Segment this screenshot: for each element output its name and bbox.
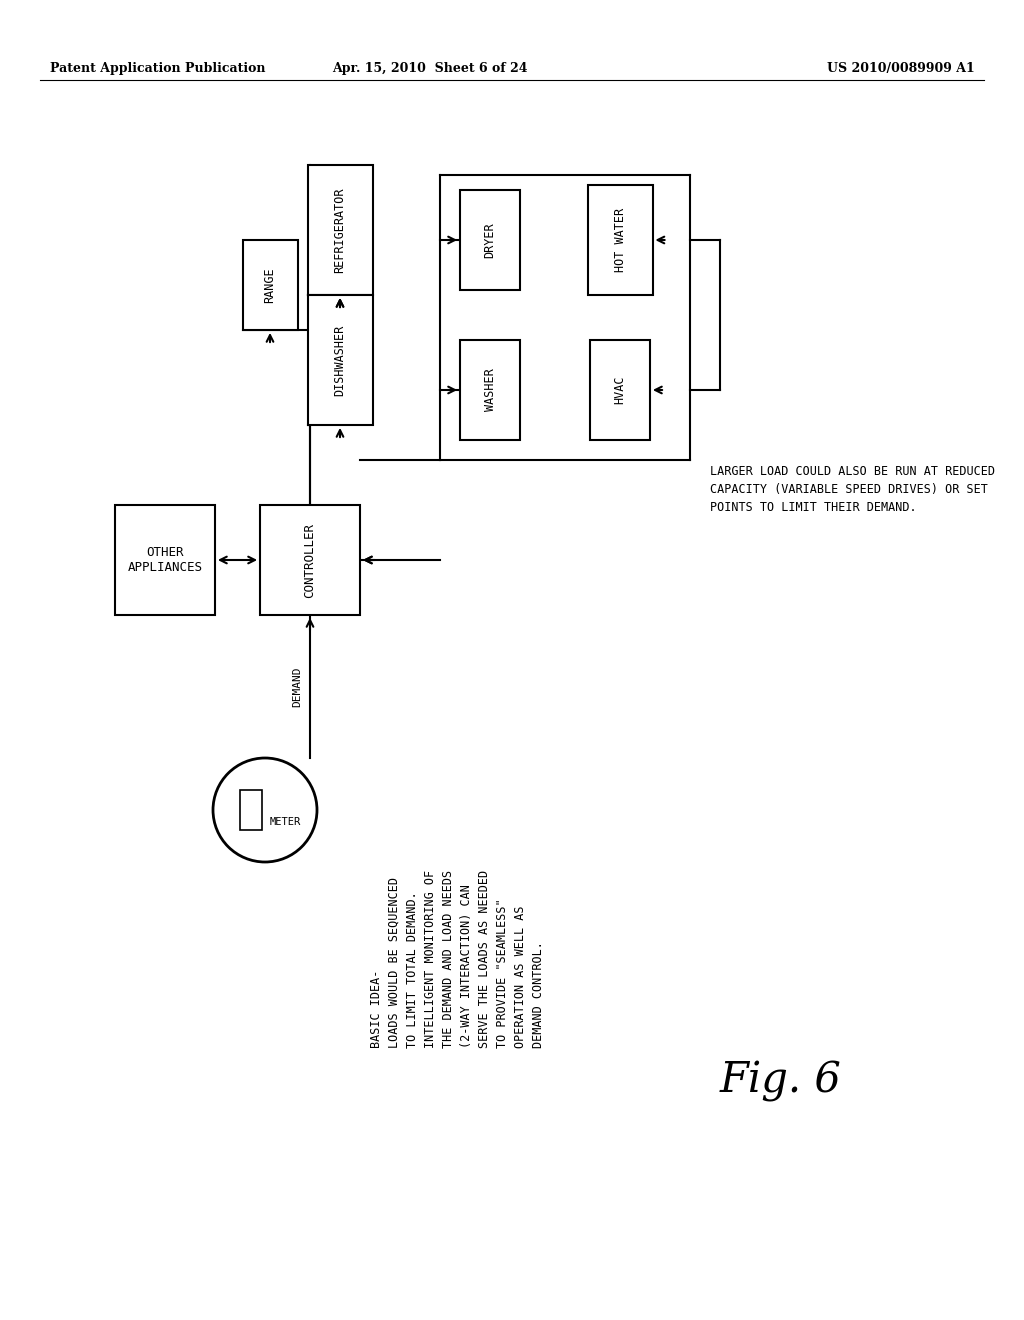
Circle shape (213, 758, 317, 862)
Bar (115, 506, 215, 615)
Text: CONTROLLER: CONTROLLER (303, 523, 316, 598)
Bar (307, 294, 373, 425)
Bar (460, 341, 520, 440)
Bar (243, 240, 298, 330)
Text: DRYER: DRYER (483, 222, 497, 257)
Text: Patent Application Publication: Patent Application Publication (50, 62, 265, 75)
Text: US 2010/0089909 A1: US 2010/0089909 A1 (827, 62, 975, 75)
Text: WASHER: WASHER (483, 368, 497, 412)
Text: METER: METER (270, 817, 301, 828)
Text: DEMAND: DEMAND (292, 667, 302, 706)
Bar (240, 789, 262, 830)
Bar (588, 185, 652, 294)
Bar (307, 165, 373, 294)
Text: HOT WATER: HOT WATER (613, 209, 627, 272)
Text: HVAC: HVAC (613, 376, 627, 404)
Text: OTHER
APPLIANCES: OTHER APPLIANCES (128, 546, 203, 574)
Bar (460, 190, 520, 290)
Text: Apr. 15, 2010  Sheet 6 of 24: Apr. 15, 2010 Sheet 6 of 24 (332, 62, 527, 75)
Text: Fig. 6: Fig. 6 (720, 1060, 842, 1102)
Text: LARGER LOAD COULD ALSO BE RUN AT REDUCED
CAPACITY (VARIABLE SPEED DRIVES) OR SET: LARGER LOAD COULD ALSO BE RUN AT REDUCED… (710, 465, 995, 513)
Text: RANGE: RANGE (263, 267, 276, 302)
Text: REFRIGERATOR: REFRIGERATOR (334, 187, 346, 273)
Text: BASIC IDEA-
LOADS WOULD BE SEQUENCED
TO LIMIT TOTAL DEMAND.
INTELLIGENT MONITORI: BASIC IDEA- LOADS WOULD BE SEQUENCED TO … (370, 870, 545, 1048)
Bar (590, 341, 650, 440)
Bar (260, 506, 360, 615)
Text: DISHWASHER: DISHWASHER (334, 325, 346, 396)
